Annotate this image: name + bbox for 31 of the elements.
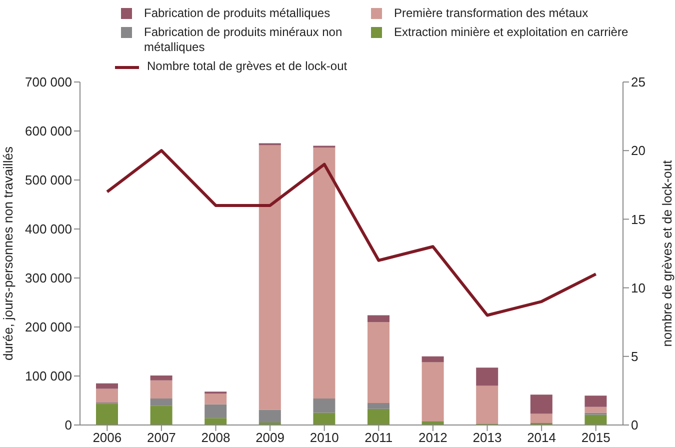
y-tick-label: 0 xyxy=(64,418,72,433)
x-tick-label: 2013 xyxy=(472,430,502,446)
x-tick-label: 2015 xyxy=(581,430,610,446)
y2-tick-label: 25 xyxy=(631,74,646,90)
x-tick-label: 2011 xyxy=(364,430,393,446)
y-tick-label: 100 000 xyxy=(25,368,72,384)
x-tick-label: 2014 xyxy=(527,430,556,446)
legend-label: Extraction minière et exploitation en carrière xyxy=(394,25,628,40)
y2-tick-label: 10 xyxy=(631,280,646,296)
legend-label: Nombre total de grèves et de lock-out xyxy=(147,59,348,74)
y-tick-label: 600 000 xyxy=(25,124,72,139)
legend-label: Première transformation des métaux xyxy=(394,6,588,21)
x-tick-label: 2007 xyxy=(146,430,176,446)
y2-tick-label: 5 xyxy=(631,349,638,364)
y-tick-label: 200 000 xyxy=(25,320,72,335)
y-tick-label: 700 000 xyxy=(25,74,72,90)
y2-tick-label: 20 xyxy=(631,143,646,158)
y-tick-label: 500 000 xyxy=(25,172,72,188)
x-tick-label: 2010 xyxy=(310,430,339,446)
y2-axis-title: nombre de grèves et de lock-out xyxy=(660,160,675,347)
y-tick-label: 300 000 xyxy=(25,270,72,286)
y-tick-label: 400 000 xyxy=(25,222,72,237)
x-tick-label: 2009 xyxy=(256,430,285,446)
y-axis-title: durée, jours-personnes non travaillés xyxy=(0,146,16,360)
x-tick-label: 2008 xyxy=(201,430,230,446)
legend-label: Fabrication de produits minéraux non métalliques xyxy=(144,25,344,55)
y2-tick-label: 0 xyxy=(631,418,638,433)
x-tick-label: 2012 xyxy=(418,430,448,446)
y2-tick-label: 15 xyxy=(631,212,646,227)
legend-label: Fabrication de produits métalliques xyxy=(144,6,330,21)
x-tick-label: 2006 xyxy=(92,430,122,446)
